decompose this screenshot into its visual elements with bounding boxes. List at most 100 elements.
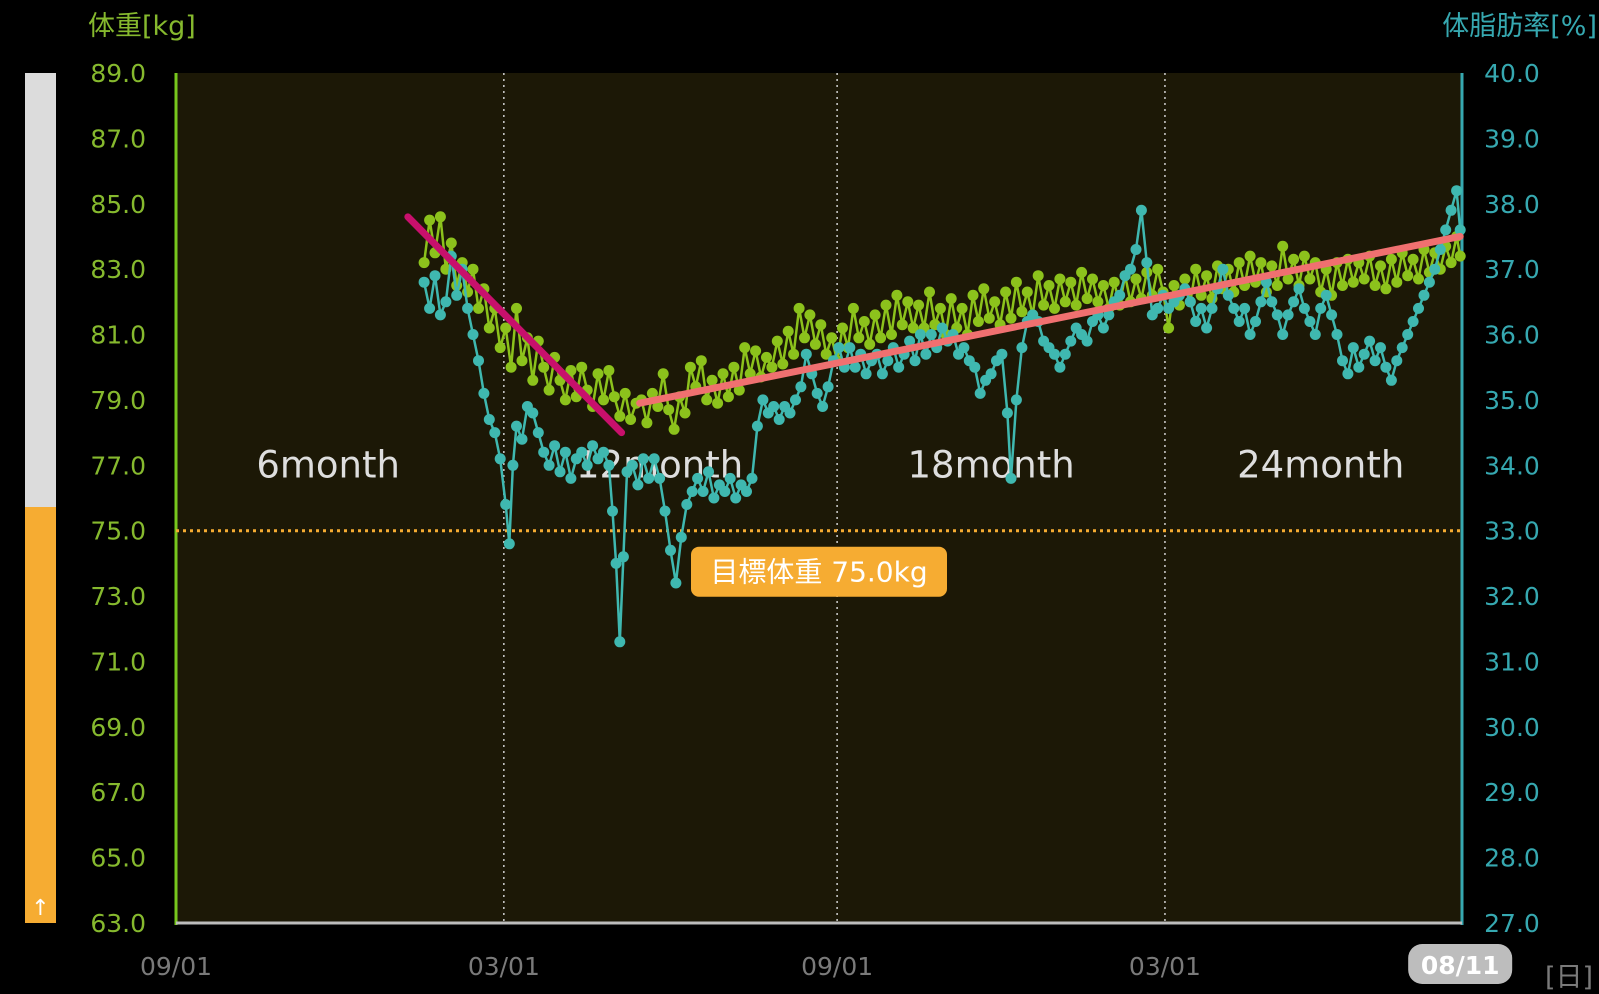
left-tick-label: 67.0 xyxy=(90,778,146,807)
data-point-weight xyxy=(934,302,946,314)
data-point-weight xyxy=(1190,263,1202,275)
data-point-body-fat xyxy=(516,433,528,445)
data-point-body-fat xyxy=(849,361,861,373)
data-point-body-fat xyxy=(603,459,615,471)
data-point-weight xyxy=(864,338,876,350)
data-point-body-fat xyxy=(969,361,981,373)
data-point-weight xyxy=(766,361,778,373)
data-point-weight xyxy=(1092,296,1104,308)
data-point-weight xyxy=(750,345,762,357)
up-arrow-icon[interactable]: ↑ xyxy=(31,896,50,921)
left-tick-label: 85.0 xyxy=(90,190,146,219)
data-point-body-fat xyxy=(632,479,644,491)
data-point-body-fat xyxy=(538,446,550,458)
data-point-weight xyxy=(1288,253,1300,265)
data-point-body-fat xyxy=(1190,316,1202,327)
data-point-body-fat xyxy=(936,322,948,334)
data-point-body-fat xyxy=(1001,407,1013,419)
plot-area xyxy=(176,73,1462,923)
data-point-weight xyxy=(1445,257,1457,269)
data-point-weight xyxy=(913,299,925,311)
data-point-body-fat xyxy=(607,505,618,517)
data-point-body-fat xyxy=(1103,309,1115,321)
data-point-body-fat xyxy=(1358,348,1370,360)
data-point-body-fat xyxy=(1228,302,1240,314)
right-tick-label: 40.0 xyxy=(1484,59,1540,88)
data-point-weight xyxy=(1152,263,1164,275)
data-point-body-fat xyxy=(1326,309,1338,321)
data-point-body-fat xyxy=(833,342,845,354)
data-point-weight xyxy=(538,361,550,373)
data-point-body-fat xyxy=(462,302,474,314)
data-point-body-fat xyxy=(1342,368,1354,380)
data-point-body-fat xyxy=(643,472,655,484)
data-point-body-fat xyxy=(1054,361,1066,373)
data-point-body-fat xyxy=(1331,329,1343,340)
data-point-body-fat xyxy=(757,394,769,406)
data-point-weight xyxy=(1201,270,1213,282)
data-point-weight xyxy=(989,296,1001,308)
data-point-body-fat xyxy=(1097,322,1109,334)
data-point-weight xyxy=(646,387,658,399)
right-tick-label: 28.0 xyxy=(1484,844,1540,873)
data-point-body-fat xyxy=(1445,204,1457,216)
data-point-body-fat xyxy=(418,276,430,288)
data-point-weight xyxy=(1065,276,1077,288)
data-point-weight xyxy=(1021,286,1033,298)
data-point-body-fat xyxy=(543,459,555,471)
data-point-body-fat xyxy=(1135,204,1147,216)
left-tick-label: 75.0 xyxy=(90,517,146,546)
data-point-body-fat xyxy=(507,459,519,471)
x-tick-label: 09/01 xyxy=(140,952,212,981)
data-point-weight xyxy=(1059,296,1071,308)
data-point-body-fat xyxy=(1304,316,1316,327)
data-point-weight xyxy=(739,342,751,354)
data-point-body-fat xyxy=(1380,361,1392,373)
left-tick-label: 89.0 xyxy=(90,59,146,88)
data-point-body-fat xyxy=(424,302,436,314)
data-point-body-fat xyxy=(1413,302,1424,314)
data-point-body-fat xyxy=(1309,329,1321,340)
data-point-body-fat xyxy=(800,348,812,360)
left-axis-title: 体重[kg] xyxy=(88,11,196,42)
data-point-weight xyxy=(972,316,984,327)
target-weight-badge xyxy=(691,546,947,597)
data-point-body-fat xyxy=(1141,257,1153,269)
data-point-weight xyxy=(657,368,669,380)
data-point-weight xyxy=(603,365,615,376)
data-point-weight xyxy=(592,368,604,380)
trend-line xyxy=(636,232,1464,407)
data-point-body-fat xyxy=(860,368,872,380)
data-point-body-fat xyxy=(1130,244,1142,255)
data-point-body-fat xyxy=(751,420,763,432)
data-point-body-fat xyxy=(494,453,506,465)
data-point-weight xyxy=(902,296,914,308)
data-point-body-fat xyxy=(1385,374,1397,386)
data-point-body-fat xyxy=(822,381,834,393)
data-point-body-fat xyxy=(1288,296,1300,308)
data-point-weight xyxy=(1407,253,1419,265)
data-point-weight xyxy=(804,309,816,321)
data-point-weight xyxy=(483,322,495,334)
data-point-body-fat xyxy=(1391,355,1403,367)
data-point-weight xyxy=(527,374,539,386)
data-point-body-fat xyxy=(681,499,693,510)
data-point-weight xyxy=(891,289,903,301)
data-point-weight xyxy=(1391,276,1403,288)
data-point-body-fat xyxy=(1255,296,1267,308)
data-point-body-fat xyxy=(920,348,932,360)
data-point-body-fat xyxy=(1233,316,1245,327)
data-point-body-fat xyxy=(1005,472,1017,484)
data-point-body-fat xyxy=(708,492,720,504)
data-point-body-fat xyxy=(503,538,515,550)
left-tick-label: 63.0 xyxy=(90,909,146,938)
data-point-body-fat xyxy=(1250,316,1261,327)
right-axis-title: 体脂肪率[%] xyxy=(1442,11,1597,42)
data-point-body-fat xyxy=(1364,335,1376,347)
data-point-body-fat xyxy=(1222,289,1234,301)
data-point-body-fat xyxy=(1125,263,1136,275)
data-point-weight xyxy=(598,394,609,406)
data-point-body-fat xyxy=(581,459,593,471)
data-point-weight xyxy=(1375,260,1386,272)
period-label: 18month xyxy=(907,443,1074,486)
